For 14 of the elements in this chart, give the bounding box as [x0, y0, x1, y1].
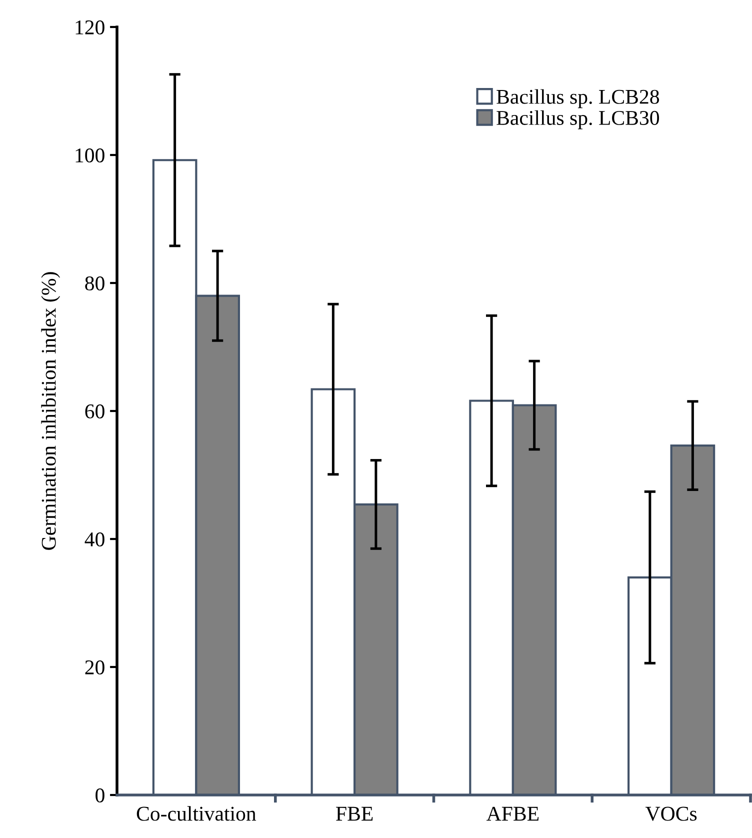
y-tick-label: 0 [96, 788, 104, 802]
x-tick-label: Co-cultivation [136, 806, 256, 821]
y-tick-label: 80 [85, 276, 104, 290]
legend-label: Bacillus sp. LCB30 [496, 110, 660, 130]
x-tick-label: AFBE [486, 806, 539, 821]
y-tick-label: 120 [76, 20, 104, 34]
legend-label: Bacillus sp. LCB28 [496, 89, 660, 108]
y-tick-label: 100 [76, 148, 104, 162]
y-tick-label: 40 [84, 532, 104, 546]
y-tick-label: 20 [85, 660, 104, 674]
x-tick-label: VOCs [645, 806, 697, 821]
x-tick-label: FBE [336, 806, 373, 821]
y-tick-label: 60 [85, 404, 104, 418]
y-axis-title: Germination inhibition index (%) [41, 272, 60, 550]
